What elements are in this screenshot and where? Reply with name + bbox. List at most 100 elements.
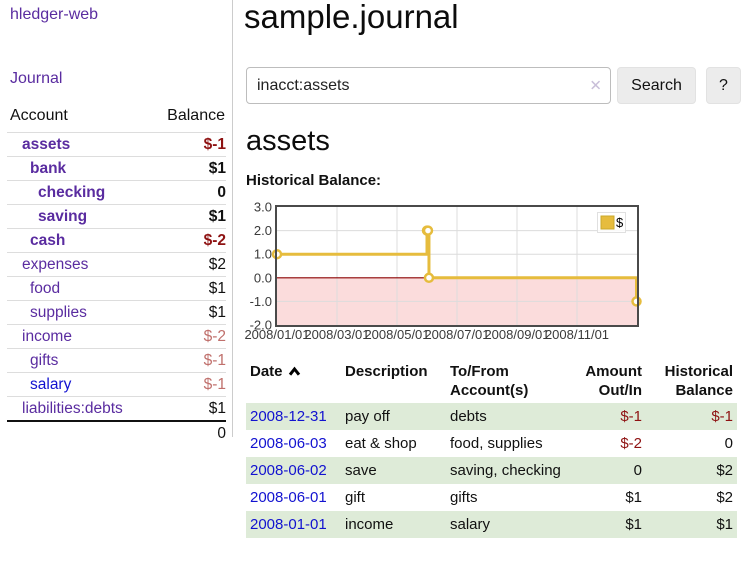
account-row: checking 0 <box>7 180 226 205</box>
transaction-amount: $-2 <box>620 435 642 452</box>
account-row: gifts $-1 <box>7 348 226 373</box>
page-title: sample.journal <box>244 0 459 35</box>
transaction-accounts: debts <box>450 408 487 425</box>
transaction-amount: 0 <box>633 462 642 479</box>
account-link-cash[interactable]: cash <box>30 232 66 249</box>
account-link-gifts[interactable]: gifts <box>30 352 59 369</box>
accounts-total-spacer <box>7 420 150 445</box>
account-row: salary $-1 <box>7 372 226 397</box>
transaction-balance: $2 <box>716 462 733 479</box>
register-header-description: Description <box>345 363 428 380</box>
account-balance: $-1 <box>149 132 226 157</box>
y-axis-tick-label: 3.0 <box>254 202 272 215</box>
account-name-cell: checking <box>7 180 150 205</box>
account-balance: $2 <box>149 252 226 277</box>
account-balance: $1 <box>149 276 226 301</box>
transaction-date-cell: 2008-06-01 <box>246 484 341 511</box>
legend-label: $ <box>616 215 624 230</box>
transaction-date-link[interactable]: 2008-06-02 <box>250 462 327 479</box>
account-balance: $1 <box>149 396 226 421</box>
account-row: supplies $1 <box>7 300 226 325</box>
y-axis-tick-label: 2.0 <box>254 223 272 238</box>
transaction-date-link[interactable]: 2008-12-31 <box>250 408 327 425</box>
main-content: sample.journal ✕ Search ? assets Histori… <box>244 0 742 582</box>
account-row: expenses $2 <box>7 252 226 277</box>
account-balance: $1 <box>149 156 226 181</box>
search-bar: ✕ Search ? <box>246 67 742 105</box>
account-link-income[interactable]: income <box>22 328 72 345</box>
transaction-description: pay off <box>345 408 390 425</box>
transaction-amount: $1 <box>625 516 642 533</box>
account-name-cell: bank <box>7 156 150 181</box>
account-name-cell: liabilities:debts <box>7 396 150 421</box>
account-name-cell: income <box>7 324 150 349</box>
account-link-expenses[interactable]: expenses <box>22 256 89 273</box>
account-link-checking[interactable]: checking <box>38 184 106 201</box>
account-name-cell: cash <box>7 228 150 253</box>
transaction-accounts: food, supplies <box>450 435 543 452</box>
search-input[interactable] <box>246 67 611 104</box>
transaction-balance: 0 <box>724 435 733 452</box>
legend-swatch-icon <box>600 215 615 230</box>
transaction-date-cell: 2008-06-02 <box>246 457 341 484</box>
plot-border <box>275 205 639 327</box>
search-field-wrap: ✕ <box>246 67 611 104</box>
brand-link[interactable]: hledger-web <box>10 6 99 23</box>
account-balance: $1 <box>149 300 226 325</box>
register-table: Date Description To/From Account(s) Amou… <box>246 359 737 538</box>
account-row: bank $1 <box>7 156 226 181</box>
chart-title: Historical Balance: <box>246 172 382 189</box>
register-header-amount: Amount Out/In <box>585 363 642 399</box>
register-row: 2008-06-02 save saving, checking 0 $2 <box>246 457 737 484</box>
transaction-description: gift <box>345 489 366 506</box>
transaction-amount: $-1 <box>620 408 642 425</box>
register-header-balance: Historical Balance <box>664 363 733 399</box>
sidebar-item-journal[interactable]: Journal <box>10 70 63 87</box>
clear-icon[interactable]: ✕ <box>589 77 602 94</box>
account-name-cell: saving <box>7 204 150 229</box>
transaction-amount: $1 <box>625 489 642 506</box>
register-header-date[interactable]: Date <box>246 359 341 403</box>
transaction-balance: $2 <box>716 489 733 506</box>
search-button[interactable]: Search <box>617 67 696 104</box>
account-row: income $-2 <box>7 324 226 349</box>
x-axis-tick-label: 2008/01/01 <box>244 327 309 342</box>
account-balance: $-1 <box>149 372 226 397</box>
transaction-date-cell: 2008-01-01 <box>246 511 341 538</box>
transaction-date-link[interactable]: 2008-01-01 <box>250 516 327 533</box>
account-balance: $1 <box>149 204 226 229</box>
account-heading: assets <box>246 125 330 157</box>
x-axis-tick-label: 2008/05/01 <box>364 327 429 342</box>
account-link-bank[interactable]: bank <box>30 160 67 177</box>
account-name-cell: supplies <box>7 300 150 325</box>
account-name-cell: gifts <box>7 348 150 373</box>
account-link-saving[interactable]: saving <box>38 208 88 225</box>
account-link-salary[interactable]: salary <box>30 376 72 393</box>
transaction-description: save <box>345 462 377 479</box>
account-row: saving $1 <box>7 204 226 229</box>
account-link-liabilities-debts[interactable]: liabilities:debts <box>22 400 123 417</box>
account-name-cell: assets <box>7 132 150 157</box>
chart-canvas: $3.0 2.0 1.0 0.0 -1.0 -2.02008/01/012008/03/0… <box>244 200 642 342</box>
transaction-date-cell: 2008-06-03 <box>246 430 341 457</box>
transaction-date-link[interactable]: 2008-06-01 <box>250 489 327 506</box>
register-row: 2008-06-03 eat & shop food, supplies $-2 0 <box>246 430 737 457</box>
account-balance: $-2 <box>149 324 226 349</box>
transaction-balance: $-1 <box>711 408 733 425</box>
sort-ascending-icon <box>288 366 300 376</box>
account-link-assets[interactable]: assets <box>22 136 71 153</box>
transaction-description: income <box>345 516 394 533</box>
account-row: liabilities:debts $1 <box>7 396 226 421</box>
account-row: food $1 <box>7 276 226 301</box>
account-link-supplies[interactable]: supplies <box>30 304 87 321</box>
data-point-marker <box>422 225 434 236</box>
data-point-marker <box>631 296 642 307</box>
account-link-food[interactable]: food <box>30 280 61 297</box>
account-balance: $-2 <box>149 228 226 253</box>
account-name-cell: salary <box>7 372 150 397</box>
help-button[interactable]: ? <box>706 67 741 104</box>
transaction-date-link[interactable]: 2008-06-03 <box>250 435 327 452</box>
y-axis-tick-label: 0.0 <box>254 270 272 285</box>
sidebar: hledger-web Journal Account Balance asse… <box>0 0 233 445</box>
x-axis-tick-label: 2008/07/01 <box>424 327 489 342</box>
